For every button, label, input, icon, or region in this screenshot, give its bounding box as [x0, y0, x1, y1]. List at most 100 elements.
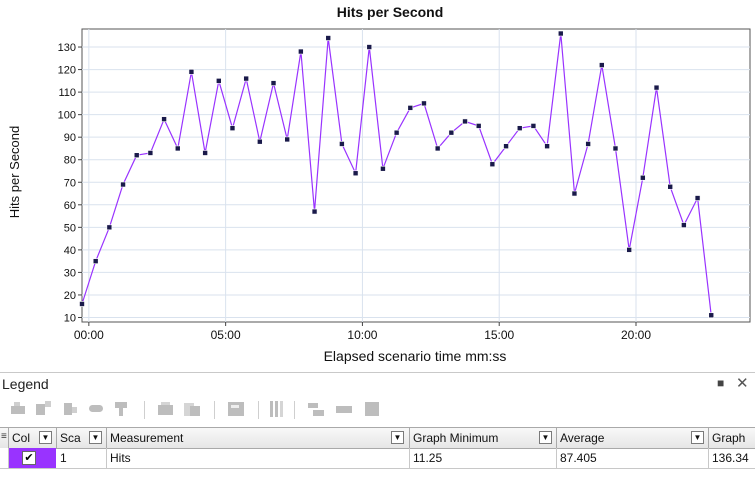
configure-measurements-icon[interactable]: [10, 401, 26, 417]
graph-settings-icon[interactable]: [228, 401, 244, 417]
y-tick-label: 40: [64, 245, 76, 257]
series-markers: [79, 30, 715, 319]
y-tick-label: 60: [64, 200, 76, 212]
legend-table: Col ▼ Sca ▼ Measurement ▼ Graph Minimum …: [0, 427, 755, 489]
column-header-scale-label: Sca: [60, 431, 81, 445]
grid-lines: [78, 29, 750, 326]
data-point: [147, 150, 154, 156]
data-point: [681, 222, 687, 228]
y-tick-label: 80: [64, 155, 76, 167]
row-selector-header[interactable]: [0, 428, 9, 448]
visibility-checkbox[interactable]: ✔: [22, 451, 36, 465]
data-point: [174, 145, 181, 152]
y-tick-label: 10: [64, 312, 76, 324]
column-header-scale[interactable]: Sca ▼: [57, 428, 107, 448]
merge-icon[interactable]: [308, 401, 324, 417]
row-selector[interactable]: [0, 448, 9, 468]
measurement-cell: Hits: [107, 448, 410, 468]
column-header-graph-maximum[interactable]: Graph: [709, 428, 755, 448]
data-point: [270, 80, 277, 86]
filter-icon[interactable]: [114, 401, 130, 417]
y-tick-label: 70: [64, 177, 76, 189]
data-point: [366, 44, 373, 50]
export-icon[interactable]: [364, 401, 380, 417]
data-point: [298, 48, 304, 55]
chevron-down-icon[interactable]: ▼: [89, 431, 102, 444]
chevron-down-icon[interactable]: ▼: [691, 431, 704, 444]
graph-maximum-cell: 136.34: [712, 451, 749, 465]
y-tick-labels: 10 20 30 40 50 60 70 80 90 100 110 120 130: [58, 42, 76, 324]
columns-icon[interactable]: [268, 401, 284, 417]
data-point: [202, 150, 208, 156]
data-point: [462, 118, 468, 125]
y-tick-label: 20: [64, 290, 76, 302]
data-point: [544, 143, 550, 149]
data-point: [421, 100, 427, 107]
chevron-down-icon[interactable]: ▼: [539, 431, 552, 444]
column-header-average[interactable]: Average ▼: [557, 428, 709, 448]
data-point: [257, 138, 263, 145]
legend-toolbar: [0, 395, 755, 425]
data-point: [284, 136, 290, 143]
average-cell: 87.405: [557, 448, 709, 468]
data-point: [325, 35, 332, 41]
hide-selected-icon[interactable]: [62, 401, 78, 417]
x-tick-label: 15:00: [484, 328, 514, 342]
data-point: [79, 301, 85, 307]
data-point: [516, 125, 523, 131]
collapse-icon[interactable]: [336, 401, 352, 417]
show-hide-icon[interactable]: [184, 401, 200, 417]
legend-table-header: Col ▼ Sca ▼ Measurement ▼ Graph Minimum …: [0, 427, 755, 449]
data-point: [407, 105, 414, 111]
y-tick-label: 130: [58, 42, 76, 54]
table-row[interactable]: ✔ 1 Hits 11.25 87.405 136.34: [0, 448, 755, 469]
y-tick-label: 120: [58, 65, 76, 77]
chevron-down-icon[interactable]: ▼: [39, 431, 52, 444]
data-point: [653, 84, 660, 91]
show-only-selected-icon[interactable]: [36, 401, 52, 417]
chevron-down-icon[interactable]: ▼: [391, 431, 404, 444]
column-header-graph-maximum-label: Graph: [712, 431, 746, 445]
x-tick-labels: 00:00 05:00 10:00 15:00 20:00: [74, 328, 652, 342]
data-point: [667, 183, 674, 190]
data-point: [557, 30, 564, 37]
plot-area: [81, 28, 751, 323]
data-point: [352, 170, 359, 177]
column-header-col-label: Col: [12, 431, 31, 445]
x-tick-label: 10:00: [347, 328, 377, 342]
data-point: [243, 75, 249, 82]
column-header-average-label: Average: [560, 431, 605, 445]
data-point: [585, 141, 591, 147]
column-header-measurement[interactable]: Measurement ▼: [107, 428, 410, 448]
y-tick-label: 50: [64, 222, 76, 234]
data-point: [120, 181, 126, 188]
data-point: [503, 143, 509, 149]
legend-header: Legend ■ ✕: [0, 372, 755, 395]
graph-minimum-cell: 11.25: [410, 448, 557, 468]
animate-icon[interactable]: [158, 401, 174, 417]
column-header-col[interactable]: Col ▼: [9, 428, 57, 448]
y-tick-label: 100: [58, 110, 76, 122]
y-tick-label: 30: [64, 267, 76, 279]
column-header-measurement-label: Measurement: [110, 431, 184, 445]
grip-icon: ≡: [1, 431, 7, 442]
data-point: [188, 69, 195, 75]
data-point: [229, 125, 236, 131]
data-point: [599, 62, 605, 68]
x-axis-label: Elapsed scenario time mm:ss: [324, 348, 507, 364]
scale-cell: 1: [57, 448, 107, 468]
y-tick-label: 110: [58, 87, 76, 99]
x-tick-label: 20:00: [621, 328, 651, 342]
close-icon[interactable]: ✕: [736, 375, 749, 392]
data-point: [434, 145, 441, 152]
y-axis-label: Hits per Second: [7, 126, 22, 219]
column-header-graph-minimum[interactable]: Graph Minimum ▼: [410, 428, 557, 448]
show-all-icon[interactable]: [88, 401, 104, 417]
pin-icon[interactable]: ■: [717, 376, 725, 390]
data-point: [380, 165, 386, 172]
data-point: [92, 258, 99, 264]
data-point: [311, 208, 318, 215]
data-point: [448, 129, 455, 136]
data-point: [626, 247, 632, 253]
data-point: [489, 161, 496, 168]
